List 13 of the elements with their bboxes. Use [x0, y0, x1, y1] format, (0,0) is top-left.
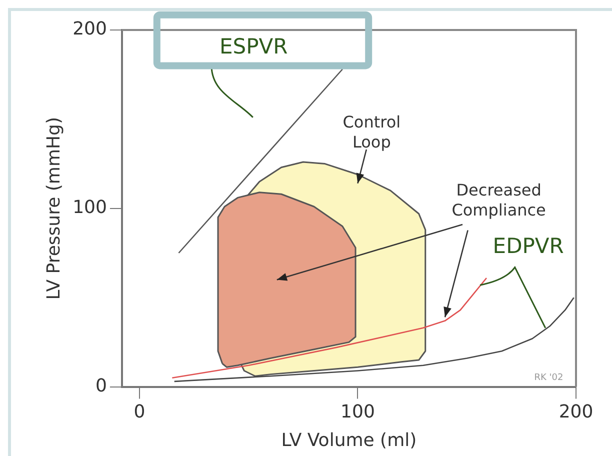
x-tick-label: 200 — [558, 401, 594, 422]
annotation: Decreased Compliance — [452, 180, 546, 220]
y-tick-label: 100 — [72, 197, 107, 218]
y-axis-title: LV Pressure (mmHg) — [43, 117, 64, 300]
annotation: RK '02 — [534, 373, 564, 384]
x-tick-label: 100 — [340, 401, 375, 422]
x-axis-title: LV Volume (ml) — [281, 430, 417, 451]
annotation: Control Loop — [342, 112, 401, 152]
y-tick-label: 200 — [72, 18, 107, 40]
annotation: EDPVR — [492, 234, 564, 258]
x-tick-label: 0 — [134, 401, 146, 422]
y-tick-label: 0 — [96, 375, 107, 396]
annotation: ESPVR — [220, 34, 288, 58]
